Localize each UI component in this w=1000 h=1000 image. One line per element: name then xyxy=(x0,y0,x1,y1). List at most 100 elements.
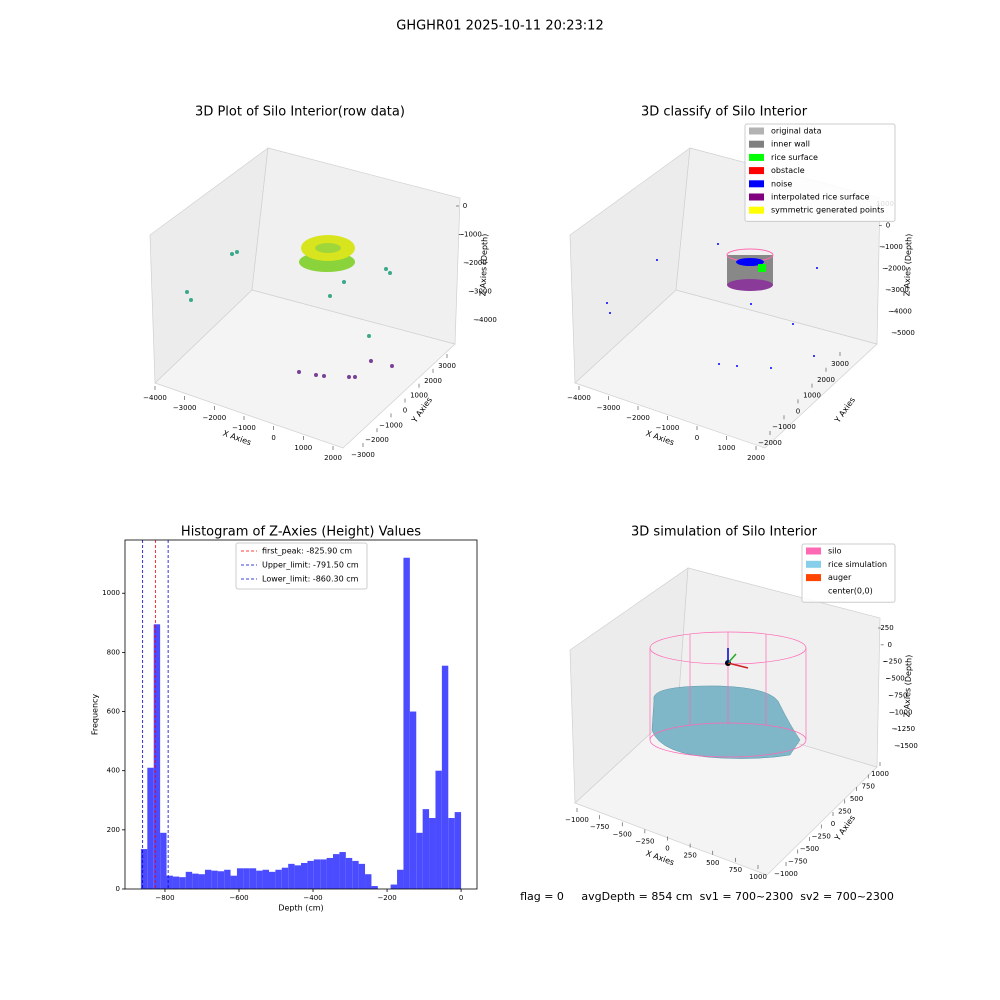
legend-swatch xyxy=(749,127,764,135)
x-tick-label: −3000 xyxy=(173,404,197,412)
histogram-bar xyxy=(204,869,212,889)
histogram-bar xyxy=(185,871,193,889)
classified-cloud xyxy=(606,243,818,369)
y-tick-label: −3000 xyxy=(351,451,375,459)
x-tick-label: −1000 xyxy=(232,424,256,432)
histogram-bar xyxy=(140,849,148,889)
x-tick-label: −1000 xyxy=(656,424,680,432)
z-tick-label: −3000 xyxy=(468,288,492,296)
histogram-bar xyxy=(345,857,353,889)
histogram-bar xyxy=(192,873,199,889)
silo-simulation xyxy=(649,631,807,759)
z-tick-label: −4000 xyxy=(473,316,497,324)
x-axis-label: Depth (cm) xyxy=(278,904,323,913)
histogram-bar xyxy=(179,877,186,889)
legend-swatch xyxy=(749,180,764,188)
histogram-bar xyxy=(358,863,366,889)
histogram-bar xyxy=(301,862,308,889)
z-tick-label: −750 xyxy=(888,691,907,699)
y-tick-label: 0 xyxy=(796,407,800,415)
y-tick-label: 800 xyxy=(107,648,120,656)
y-tick-label: 750 xyxy=(862,783,875,791)
z-tick-label: −3000 xyxy=(885,286,909,294)
x-tick-label: −3000 xyxy=(597,404,621,412)
z-tick-label: −1250 xyxy=(891,725,915,733)
histogram-bar xyxy=(268,871,276,889)
histogram-bar xyxy=(454,812,462,889)
y-tick-label: −2000 xyxy=(365,436,389,444)
z-tick-label: −1500 xyxy=(894,742,918,750)
histogram-bar xyxy=(416,832,423,889)
histogram-bar xyxy=(288,863,295,889)
z-tick-label: 0 xyxy=(886,222,890,230)
histogram-bar xyxy=(371,886,378,889)
x-tick-label: 1000 xyxy=(718,444,736,452)
x-tick-label: −2000 xyxy=(626,414,650,422)
legend-swatch xyxy=(805,586,822,595)
chart-title: 3D Plot of Silo Interior(row data) xyxy=(195,105,405,120)
histogram-bar xyxy=(441,665,449,889)
y-tick-label: 2000 xyxy=(817,376,835,384)
y-tick-label: 600 xyxy=(107,708,120,716)
x-tick-label: 0 xyxy=(665,845,669,853)
histogram-bar xyxy=(224,869,231,889)
point-cloud xyxy=(185,235,394,379)
z-tick-label: −5000 xyxy=(891,329,915,337)
z-axis-label: Z Axies (Depth) xyxy=(902,234,913,297)
x-tick-label: 1000 xyxy=(749,873,767,881)
z-tick-label: 0 xyxy=(887,641,891,649)
z-axis-label: Z Axies (Depth) xyxy=(902,655,913,718)
y-tick-label: 200 xyxy=(107,826,120,834)
legend-label: obstacle xyxy=(771,166,805,175)
legend-label: Upper_limit: -791.50 cm xyxy=(262,561,359,570)
histogram-bar xyxy=(365,874,372,889)
histogram-bar xyxy=(429,818,436,889)
y-axis-label: Y Axies xyxy=(832,396,857,426)
x-tick-label: 2000 xyxy=(747,454,765,462)
legend-label: inner wall xyxy=(771,140,810,149)
y-tick-label: 0 xyxy=(403,407,407,415)
y-tick-label: 400 xyxy=(107,767,120,775)
histogram-bar xyxy=(294,865,301,889)
x-tick-label: 750 xyxy=(729,866,742,874)
y-tick-label: 500 xyxy=(850,795,863,803)
z-tick-label: −4000 xyxy=(888,308,912,316)
y-axis-label: Frequency xyxy=(91,694,100,736)
x-tick-label: −800 xyxy=(155,894,174,902)
histogram-bar xyxy=(160,832,167,889)
histogram-bar xyxy=(172,876,180,889)
y-tick-label: 3000 xyxy=(438,362,456,370)
histogram-bar xyxy=(422,809,430,889)
histogram-bar xyxy=(352,860,359,889)
x-tick-label: 500 xyxy=(706,859,719,867)
z-tick-label: −2000 xyxy=(882,265,906,273)
y-tick-label: −250 xyxy=(812,833,831,841)
x-tick-label: −4000 xyxy=(567,394,591,402)
z-tick-label: −250 xyxy=(883,658,902,666)
status-footer: flag = 0 avgDepth = 854 cm sv1 = 700~230… xyxy=(520,890,894,903)
z-tick-label: 0 xyxy=(463,202,467,210)
legend-label: silo xyxy=(828,547,842,556)
y-tick-label: 3000 xyxy=(831,360,849,368)
y-tick-label: −750 xyxy=(788,858,807,866)
legend-swatch xyxy=(749,153,764,161)
x-tick-label: −2000 xyxy=(202,414,226,422)
z-tick-label: 250 xyxy=(880,624,893,632)
x-tick-label: 0 xyxy=(459,894,463,902)
legend-swatch xyxy=(749,193,764,201)
legend-box xyxy=(235,542,368,590)
histogram-bar xyxy=(403,557,410,889)
histogram-bar xyxy=(217,871,225,889)
z-tick-label: −1000 xyxy=(458,231,482,239)
figure-title: GHGHR01 2025-10-11 20:23:12 xyxy=(396,19,603,34)
chart-title: 3D simulation of Silo Interior xyxy=(631,525,818,540)
chart-title: Histogram of Z-Axies (Height) Values xyxy=(181,525,421,540)
y-axis-label: Y Axies xyxy=(409,396,434,426)
y-tick-label: 2000 xyxy=(424,377,442,385)
chart-title: 3D classify of Silo Interior xyxy=(641,105,808,120)
y-tick-label: −1000 xyxy=(772,423,796,431)
histogram-bar xyxy=(281,867,289,889)
z-tick-label: −500 xyxy=(886,675,905,683)
histogram-bar xyxy=(211,870,218,889)
